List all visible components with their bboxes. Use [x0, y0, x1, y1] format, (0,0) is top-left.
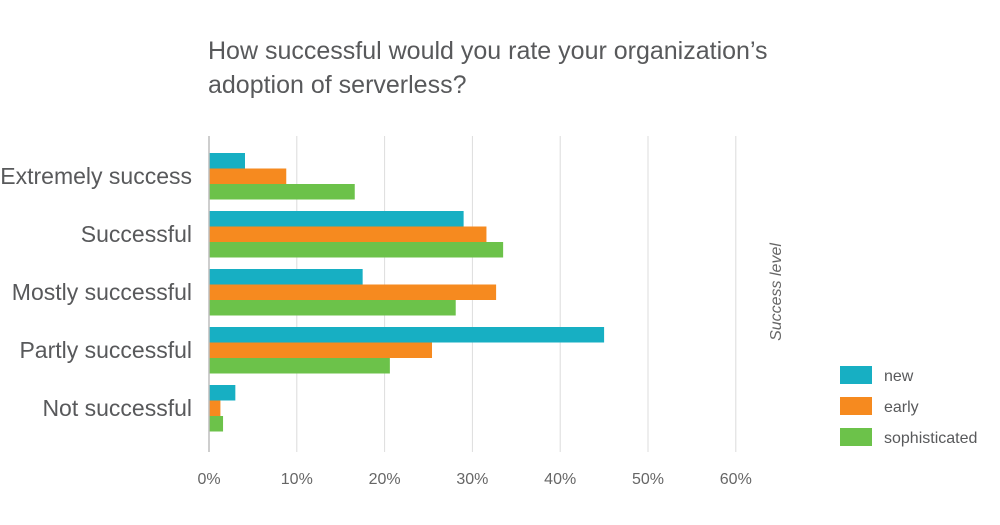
bar-new[interactable] [209, 211, 464, 227]
chart-title-line-2: adoption of serverless? [208, 71, 467, 99]
category-label: Mostly successful [12, 279, 192, 305]
bar-new[interactable] [209, 269, 363, 285]
bar-sophisticated[interactable] [209, 300, 456, 316]
category-label: Partly successful [19, 337, 192, 363]
category-label: Successful [81, 221, 192, 247]
bar-early[interactable] [209, 168, 287, 185]
legend-label-early[interactable]: early [884, 399, 919, 416]
legend-label-new[interactable]: new [884, 368, 914, 385]
x-tick-label: 10% [281, 471, 313, 488]
category-label: Extremely success [0, 163, 192, 189]
category-labels: Extremely success Successful Mostly succes… [0, 163, 192, 421]
bar-early[interactable] [209, 400, 221, 417]
x-tick-label: 0% [197, 471, 220, 488]
x-tick-label: 60% [720, 471, 752, 488]
bar-sophisticated[interactable] [209, 358, 390, 374]
x-tick-label: 20% [369, 471, 401, 488]
chart-title: How successful would you rate your organ… [208, 34, 808, 102]
legend-label-sophisticated[interactable]: sophisticated [884, 430, 977, 447]
y-axis-title: Success level [768, 243, 785, 341]
bar-new[interactable] [209, 327, 605, 343]
bar-new[interactable] [209, 153, 245, 169]
legend[interactable]: new early sophisticated [840, 366, 977, 447]
bar-sophisticated[interactable] [209, 416, 224, 432]
category-label: Not successful [42, 395, 192, 421]
legend-swatch-sophisticated[interactable] [840, 428, 872, 446]
x-tick-labels: 0% 10% 20% 30% 40% 50% 60% [197, 471, 751, 488]
legend-swatch-new[interactable] [840, 366, 872, 384]
legend-swatch-early[interactable] [840, 397, 872, 415]
bar-early[interactable] [209, 284, 497, 301]
x-tick-label: 30% [456, 471, 488, 488]
x-tick-label: 40% [544, 471, 576, 488]
chart-title-line-1: How successful would you rate your organ… [208, 37, 768, 65]
bar-new[interactable] [209, 385, 236, 401]
bar-early[interactable] [209, 342, 433, 359]
bar-sophisticated[interactable] [209, 242, 504, 258]
bar-early[interactable] [209, 226, 487, 243]
x-tick-label: 50% [632, 471, 664, 488]
bar-sophisticated[interactable] [209, 184, 355, 200]
bars [209, 153, 605, 432]
